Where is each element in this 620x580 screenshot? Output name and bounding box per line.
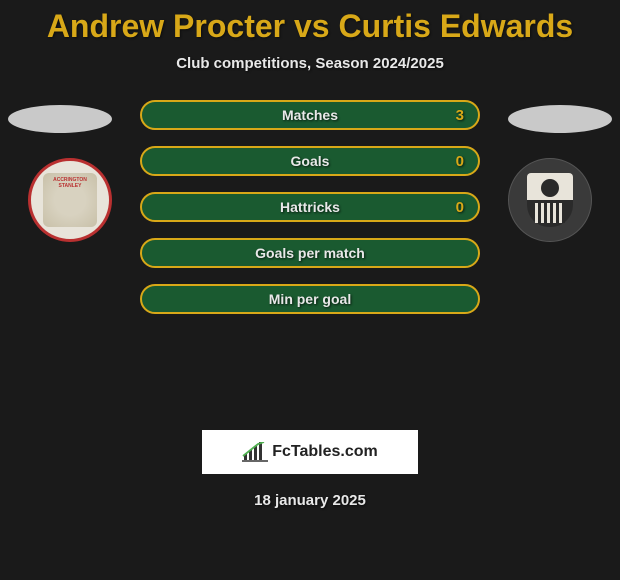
subtitle: Club competitions, Season 2024/2025 xyxy=(0,55,620,72)
crest-left-shield-icon: ACCRINGTON STANLEY xyxy=(43,173,97,227)
stat-label: Min per goal xyxy=(269,291,351,307)
stat-value-right: 0 xyxy=(456,153,464,170)
bar-chart-icon xyxy=(242,442,268,462)
club-crest-left: ACCRINGTON STANLEY xyxy=(28,158,112,242)
stat-label: Goals per match xyxy=(255,245,365,261)
stat-row-hattricks: Hattricks 0 xyxy=(140,192,480,222)
crest-left-text: ACCRINGTON STANLEY xyxy=(43,177,97,189)
stat-row-matches: Matches 3 xyxy=(140,100,480,130)
comparison-panel: ACCRINGTON STANLEY Matches 3 Goals 0 Hat… xyxy=(0,100,620,420)
stat-value-right: 0 xyxy=(456,199,464,216)
stat-row-goals: Goals 0 xyxy=(140,146,480,176)
stat-label: Hattricks xyxy=(280,199,340,215)
stat-value-right: 3 xyxy=(456,107,464,124)
brand-text: FcTables.com xyxy=(272,443,378,461)
page-title: Andrew Procter vs Curtis Edwards xyxy=(0,0,620,45)
club-crest-right xyxy=(508,158,592,242)
brand-badge: FcTables.com xyxy=(202,430,418,474)
stat-row-min-per-goal: Min per goal xyxy=(140,284,480,314)
crest-right-stripes-icon xyxy=(535,203,565,223)
player-slot-left xyxy=(8,105,112,133)
stat-row-goals-per-match: Goals per match xyxy=(140,238,480,268)
stats-list: Matches 3 Goals 0 Hattricks 0 Goals per … xyxy=(140,100,480,330)
crest-right-ball-icon xyxy=(541,179,559,197)
stat-label: Goals xyxy=(291,153,330,169)
player-slot-right xyxy=(508,105,612,133)
stat-label: Matches xyxy=(282,107,338,123)
crest-right-shield-icon xyxy=(527,173,573,227)
date-label: 18 january 2025 xyxy=(0,492,620,509)
